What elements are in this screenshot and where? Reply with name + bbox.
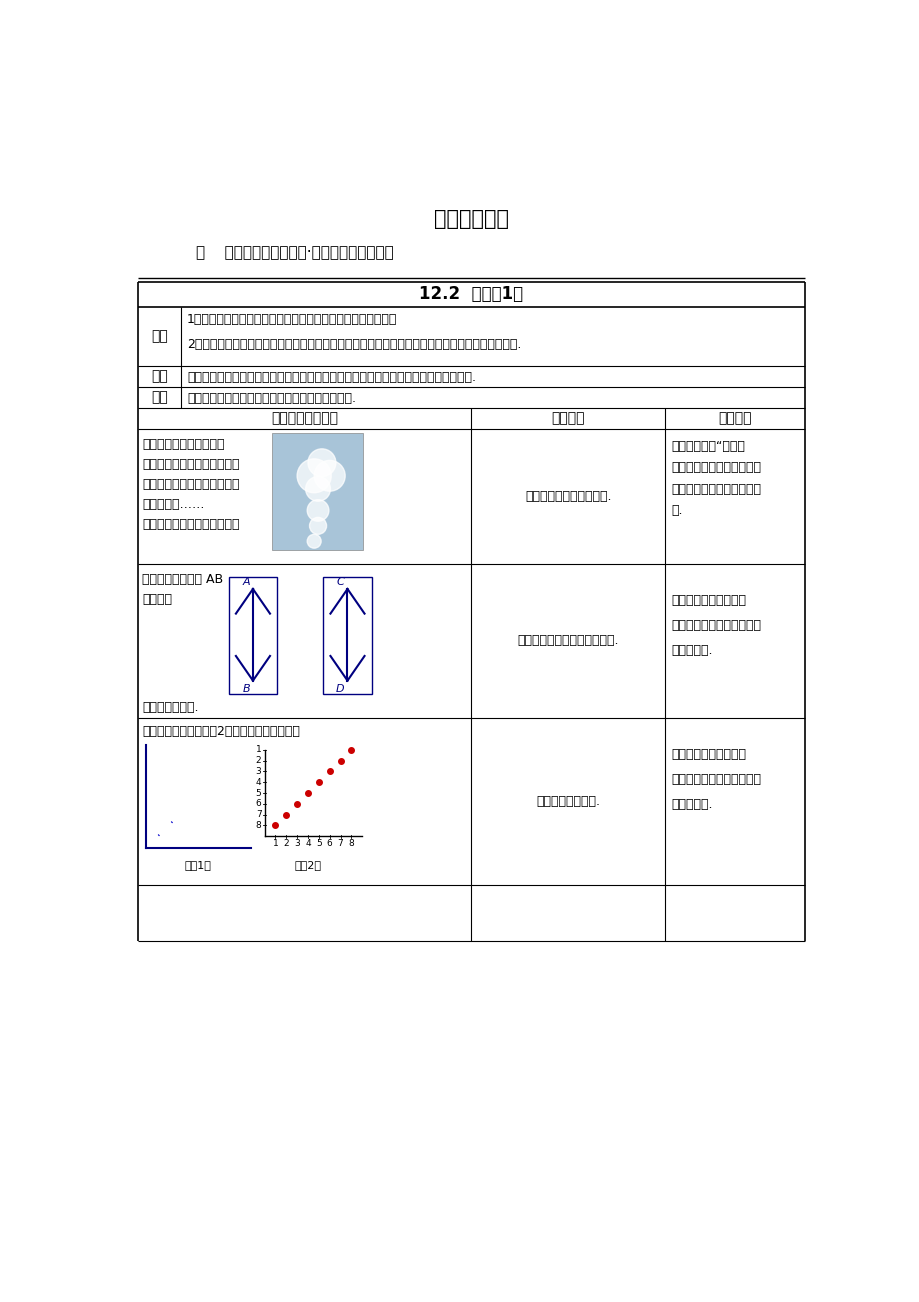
Text: 观察、思考、感悟.: 观察、思考、感悟. [536, 796, 600, 809]
Text: 通过观察和实验操作来: 通过观察和实验操作来 [671, 749, 745, 762]
Text: 1: 1 [255, 746, 261, 754]
Circle shape [308, 449, 335, 477]
Text: 中有曲线吗？请把图（2）中编号相同的点用线: 中有曲线吗？请把图（2）中编号相同的点用线 [142, 725, 300, 738]
Text: C: C [336, 578, 344, 587]
Circle shape [297, 458, 331, 492]
Text: 在好奇心的驱动之下，学生: 在好奇心的驱动之下，学生 [671, 461, 761, 474]
Text: 2: 2 [255, 756, 261, 766]
Text: 学生观看思考动手操作并回答.: 学生观看思考动手操作并回答. [517, 634, 618, 647]
Circle shape [307, 500, 329, 521]
Text: 说过或见过海市蚁楼吗？: 说过或见过海市蚁楼吗？ [142, 437, 224, 450]
Text: 8: 8 [255, 820, 261, 829]
Bar [229, 577, 277, 694]
Bar [271, 434, 363, 551]
Text: 6: 6 [255, 799, 261, 809]
Circle shape [305, 477, 330, 501]
Text: 学生活动: 学生活动 [551, 411, 584, 426]
Text: 数学教学设计: 数学教学设计 [434, 208, 508, 229]
Text: 容易就产生了继续学习、探: 容易就产生了继续学习、探 [671, 483, 761, 496]
Text: 教学过程（教师）: 教学过程（教师） [271, 411, 338, 426]
Text: 学生各自发表意见和想法.: 学生各自发表意见和想法. [525, 490, 611, 503]
Text: B: B [242, 684, 250, 694]
Text: 1: 1 [272, 840, 278, 848]
Text: 初步学会说理，并发展有条理的思考和表达的能力.: 初步学会说理，并发展有条理的思考和表达的能力. [187, 392, 356, 405]
Circle shape [307, 534, 321, 548]
Text: A: A [242, 578, 250, 587]
Text: D: D [335, 684, 344, 694]
Text: 通过观察和实验操作来: 通过观察和实验操作来 [671, 595, 745, 607]
Text: 右图中的两条线段 AB: 右图中的两条线段 AB [142, 573, 223, 586]
Text: 设计思路: 设计思路 [718, 411, 751, 426]
Text: 1．能在观察、实验、操作的基础上，对所作的猜想加以证实；: 1．能在观察、实验、操作的基础上，对所作的猜想加以证实； [187, 314, 397, 327]
Circle shape [309, 517, 326, 534]
Text: 2．通过积极参与，获得正确的数学推理方法，理解数学的严谨、严密性，并培养与他人合作的意识.: 2．通过积极参与，获得正确的数学推理方法，理解数学的严谨、严密性，并培养与他人合… [187, 339, 521, 352]
Text: 7: 7 [337, 840, 343, 848]
Text: 5: 5 [315, 840, 322, 848]
Text: 台、亭阁、集市、庙宇等虚幻: 台、亭阁、集市、庙宇等虚幻 [142, 478, 239, 491]
Text: 8: 8 [348, 840, 354, 848]
Text: 学会判断一个数学结论必须一步一步、有理有据地进行推理并进一步感受说理的必要性.: 学会判断一个数学结论必须一步一步、有理有据地进行推理并进一步感受说理的必要性. [187, 371, 475, 384]
Text: 长一些？: 长一些？ [142, 592, 172, 605]
Text: 目标: 目标 [151, 329, 168, 344]
Text: 4: 4 [305, 840, 311, 848]
Circle shape [313, 461, 345, 491]
Text: 2: 2 [283, 840, 289, 848]
Text: 重点: 重点 [151, 370, 168, 384]
Text: （图2）: （图2） [294, 861, 321, 870]
Text: 7: 7 [255, 810, 261, 819]
Text: 判断是否有误，生活中，有: 判断是否有误，生活中，有 [671, 618, 761, 631]
Text: 3: 3 [255, 767, 261, 776]
Text: 上方的空中……: 上方的空中…… [142, 499, 204, 512]
Text: 宁静无风的海面或沙漠上，有: 宁静无风的海面或沙漠上，有 [142, 458, 239, 471]
Bar [323, 577, 371, 694]
Text: 教    材：义务教育教科书·数学（七年级下册）: 教 材：义务教育教科书·数学（七年级下册） [196, 245, 393, 260]
Text: （图1）: （图1） [185, 861, 211, 870]
Text: 量证实你的猜想.: 量证实你的猜想. [142, 700, 199, 713]
Text: 难点: 难点 [151, 391, 168, 405]
Text: 6: 6 [326, 840, 332, 848]
Text: 看到的景象是真实存在的吗？: 看到的景象是真实存在的吗？ [142, 518, 239, 531]
Text: 望.: 望. [671, 504, 682, 517]
Text: 判断是否有误，生活中，有: 判断是否有误，生活中，有 [671, 773, 761, 786]
Text: 3: 3 [294, 840, 300, 848]
Text: 12.2  证明（1）: 12.2 证明（1） [419, 285, 523, 303]
Text: 较好地发挥了“情景导: 较好地发挥了“情景导 [671, 440, 744, 453]
Text: 类似的现象.: 类似的现象. [671, 798, 712, 811]
Text: 类似的现象.: 类似的现象. [671, 643, 712, 656]
Text: 5: 5 [255, 789, 261, 798]
Text: 4: 4 [255, 777, 261, 786]
